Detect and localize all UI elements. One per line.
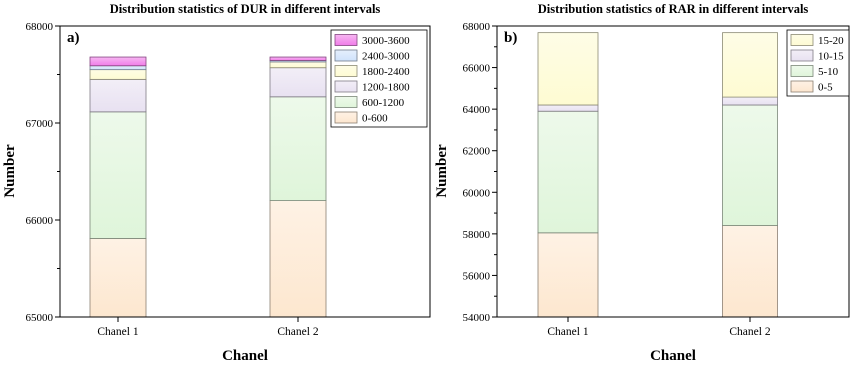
bar-segment-chanel-2-1200-1800: [269, 67, 327, 98]
bar-segment-chanel-2-1800-2400: [269, 61, 327, 69]
legend-label-1200-1800: 1200-1800: [362, 82, 410, 94]
legend-swatch-0-5: [790, 80, 814, 93]
bar-segment-chanel-1-1800-2400: [89, 69, 147, 80]
y-tick-label: 58000: [463, 229, 491, 241]
legend-label-600-1200: 600-1200: [362, 97, 405, 109]
bar-segment-chanel-1-3000-3600: [89, 56, 147, 67]
chart-title: Distribution statistics of RAR in differ…: [538, 2, 809, 16]
chart-title: Distribution statistics of DUR in differ…: [110, 2, 381, 16]
y-tick-label: 56000: [463, 270, 491, 282]
bar-segment-chanel-1-2400-3000: [89, 65, 147, 71]
legend-label-5-10: 5-10: [818, 66, 839, 78]
bar-segment-chanel-1-1200-1800: [89, 78, 147, 113]
y-tick-label: 64000: [463, 104, 491, 116]
y-tick-label: 68000: [26, 21, 54, 33]
legend-label-15-20: 15-20: [818, 35, 844, 47]
legend-swatch-10-15: [790, 49, 814, 62]
bar-segment-chanel-1-0-600: [89, 238, 147, 318]
y-tick-label: 65000: [26, 312, 54, 324]
chart-panel-a: Distribution statistics of DUR in differ…: [2, 2, 431, 364]
y-axis-label: Number: [434, 144, 450, 198]
legend-swatch-15-20: [790, 34, 814, 46]
legend: 3000-3600 2400-3000 1800-2400 1200-1800 600-…: [330, 29, 428, 128]
bar-segment-chanel-2-0-5: [722, 225, 778, 318]
legend-label-10-15: 10-15: [818, 51, 844, 63]
bar-segment-chanel-2-3000-3600: [269, 56, 327, 61]
legend: 15-20 10-15 5-10 0-5: [786, 29, 850, 97]
bar-segment-chanel-1-15-20: [537, 32, 599, 106]
y-axis-label: Number: [2, 144, 18, 198]
x-tick-label: Chanel 2: [729, 326, 770, 338]
legend-swatch-600-1200: [334, 96, 358, 108]
legend-swatch-3000-3600: [334, 34, 358, 46]
y-tick-label: 62000: [463, 146, 491, 158]
y-tick-label: 54000: [463, 312, 491, 324]
y-tick-label: 66000: [463, 63, 491, 75]
legend-swatch-1800-2400: [334, 65, 358, 77]
x-tick-label: Chanel 1: [547, 326, 588, 338]
bar-segment-chanel-1-0-5: [537, 232, 599, 318]
bar-segment-chanel-2-10-15: [722, 96, 778, 106]
legend-swatch-1200-1800: [334, 80, 358, 93]
bar-segment-chanel-2-15-20: [722, 32, 778, 98]
x-axis-label: Chanel: [222, 348, 268, 364]
legend-label-3000-3600: 3000-3600: [362, 35, 410, 47]
y-tick-label: 67000: [26, 118, 54, 130]
x-tick-label: Chanel 2: [277, 326, 318, 338]
bar-segment-chanel-1-10-15: [537, 104, 599, 112]
legend-label-0-5: 0-5: [818, 82, 833, 94]
legend-label-0-600: 0-600: [362, 113, 388, 125]
bar-segment-chanel-2-5-10: [722, 104, 778, 226]
bar-segment-chanel-2-600-1200: [269, 96, 327, 201]
panel-label: b): [504, 30, 517, 46]
y-tick-label: 66000: [26, 215, 54, 227]
y-tick-label: 68000: [463, 21, 491, 33]
panel-label: a): [67, 30, 80, 46]
legend-swatch-5-10: [790, 65, 814, 77]
legend-swatch-0-600: [334, 111, 358, 124]
legend-box: [330, 29, 428, 128]
bar-segment-chanel-1-600-1200: [89, 111, 147, 239]
legend-label-1800-2400: 1800-2400: [362, 66, 410, 78]
legend-label-2400-3000: 2400-3000: [362, 51, 410, 63]
x-axis-label: Chanel: [650, 348, 696, 364]
y-tick-label: 60000: [463, 187, 491, 199]
legend-swatch-2400-3000: [334, 49, 358, 62]
bar-segment-chanel-2-0-600: [269, 200, 327, 318]
x-tick-label: Chanel 1: [97, 326, 138, 338]
chart-panel-b: Distribution statistics of RAR in differ…: [434, 2, 850, 364]
bar-segment-chanel-1-5-10: [537, 110, 599, 234]
